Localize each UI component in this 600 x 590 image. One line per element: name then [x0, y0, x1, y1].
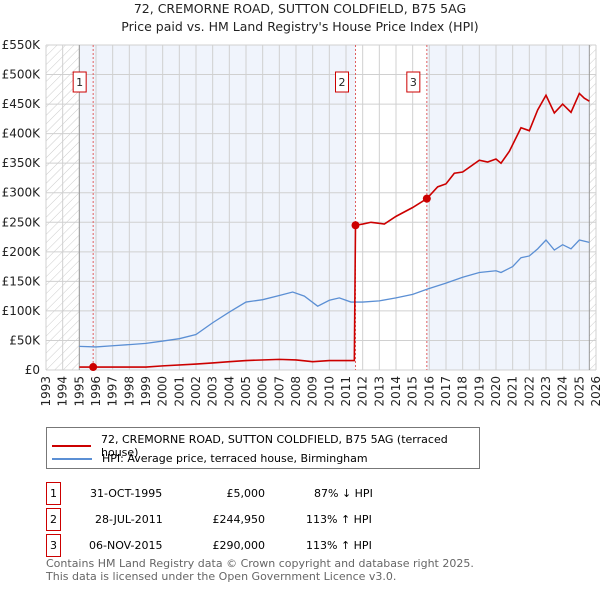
hatched-region [589, 45, 596, 370]
sale-point [351, 221, 360, 230]
chart-title: 72, CREMORNE ROAD, SUTTON COLDFIELD, B75… [133, 1, 467, 16]
x-tick-label: 2017 [439, 376, 453, 407]
blue-line-swatch [52, 457, 92, 460]
x-tick-label: 1996 [89, 376, 103, 407]
price: £5,000 [226, 487, 266, 500]
x-tick-label: 2023 [539, 376, 553, 407]
x-tick-label: 2016 [422, 376, 436, 407]
y-tick-label: £400K [2, 127, 42, 141]
x-tick-label: 2011 [339, 376, 353, 407]
date: 28-JUL-2011 [95, 513, 163, 526]
hpi-change: 113% ↑ HPI [306, 539, 372, 552]
transaction-row: 1 31-OCT-1995 £5,000 87% ↓ HPI [46, 482, 446, 505]
hpi-change: 87% ↓ HPI [314, 487, 373, 500]
x-tick-label: 2008 [289, 376, 303, 407]
x-tick-label: 1994 [56, 376, 70, 407]
date: 06-NOV-2015 [89, 539, 163, 552]
x-tick-label: 2019 [472, 376, 486, 407]
sale-marker-label: 3 [410, 76, 417, 89]
x-tick-label: 2024 [556, 376, 570, 407]
sale-marker-label: 1 [76, 76, 83, 89]
licence-text: This data is licensed under the Open Gov… [46, 570, 397, 583]
sale-marker-label: 2 [339, 76, 346, 89]
y-tick-label: £0 [25, 363, 40, 377]
x-tick-label: 2006 [256, 376, 270, 407]
x-tick-label: 2003 [206, 376, 220, 407]
x-tick-label: 2020 [489, 376, 503, 407]
x-tick-label: 1995 [72, 376, 86, 407]
sale-marker-box [406, 71, 421, 93]
chart-subtitle: Price paid vs. HM Land Registry's House … [121, 19, 479, 34]
y-tick-label: £200K [2, 245, 42, 259]
y-tick-label: £50K [9, 333, 41, 347]
red-line-swatch [52, 445, 91, 447]
x-tick-label: 2021 [506, 376, 520, 407]
x-tick-label: 2002 [189, 376, 203, 407]
marker-badge: 2 [46, 508, 61, 531]
legend: 72, CREMORNE ROAD, SUTTON COLDFIELD, B75… [46, 427, 480, 469]
footer: Contains HM Land Registry data © Crown c… [46, 557, 474, 583]
price: £244,950 [212, 513, 266, 526]
x-tick-label: 2022 [522, 376, 536, 407]
x-tick-label: 2009 [306, 376, 320, 407]
x-tick-label: 2025 [572, 376, 586, 407]
x-tick-label: 2000 [156, 376, 170, 407]
x-tick-label: 1997 [106, 376, 120, 407]
x-tick-label: 2013 [372, 376, 386, 407]
y-tick-label: £250K [2, 215, 42, 229]
y-tick-label: £500K [2, 68, 42, 82]
x-tick-label: 2015 [406, 376, 420, 407]
y-tick-label: £300K [2, 186, 42, 200]
x-tick-label: 1993 [39, 376, 53, 407]
transaction-row: 2 28-JUL-2011 £244,950 113% ↑ HPI [46, 508, 446, 531]
copyright-text: Contains HM Land Registry data © Crown c… [46, 557, 474, 570]
property-price-line [79, 92, 590, 368]
shaded-region [79, 45, 356, 370]
y-tick-label: £350K [2, 156, 42, 170]
sale-point [89, 363, 98, 372]
x-tick-label: 2001 [172, 376, 186, 407]
y-tick-label: £550K [2, 38, 42, 52]
x-tick-label: 2004 [222, 376, 236, 407]
legend-item-hpi: HPI: Average price, terraced house, Birm… [52, 452, 368, 465]
y-tick-label: £450K [2, 97, 42, 111]
x-tick-label: 2026 [589, 376, 600, 407]
legend-label: 72, CREMORNE ROAD, SUTTON COLDFIELD, B75… [101, 433, 448, 459]
y-tick-label: £100K [2, 304, 42, 318]
x-tick-label: 2010 [322, 376, 336, 407]
hpi-line [79, 239, 590, 348]
legend-label: HPI: Average price, terraced house, Birm… [102, 452, 368, 465]
shaded-region [426, 45, 590, 370]
marker-badge: 1 [46, 482, 61, 505]
legend-item-property: 72, CREMORNE ROAD, SUTTON COLDFIELD, B75… [52, 433, 479, 459]
x-tick-label: 1998 [122, 376, 136, 407]
y-tick-label: £150K [2, 274, 42, 288]
price: £290,000 [212, 539, 266, 552]
marker-badge: 3 [46, 534, 61, 557]
sale-marker-box [335, 71, 349, 93]
x-tick-label: 2005 [239, 376, 253, 407]
x-tick-label: 2014 [389, 376, 403, 407]
x-tick-label: 2018 [456, 376, 470, 407]
x-tick-label: 1999 [139, 376, 153, 407]
x-tick-label: 2007 [272, 376, 286, 407]
hpi-change: 113% ↑ HPI [306, 513, 372, 526]
date: 31-OCT-1995 [90, 487, 163, 500]
x-tick-label: 2012 [356, 376, 370, 407]
transaction-row: 3 06-NOV-2015 £290,000 113% ↑ HPI [46, 534, 446, 557]
sale-marker-box [72, 71, 87, 93]
sale-point [422, 194, 431, 203]
price-chart: 1993 1994 1995 1996 1997 1998 1999 2000 2001 2002… [2, 38, 600, 407]
